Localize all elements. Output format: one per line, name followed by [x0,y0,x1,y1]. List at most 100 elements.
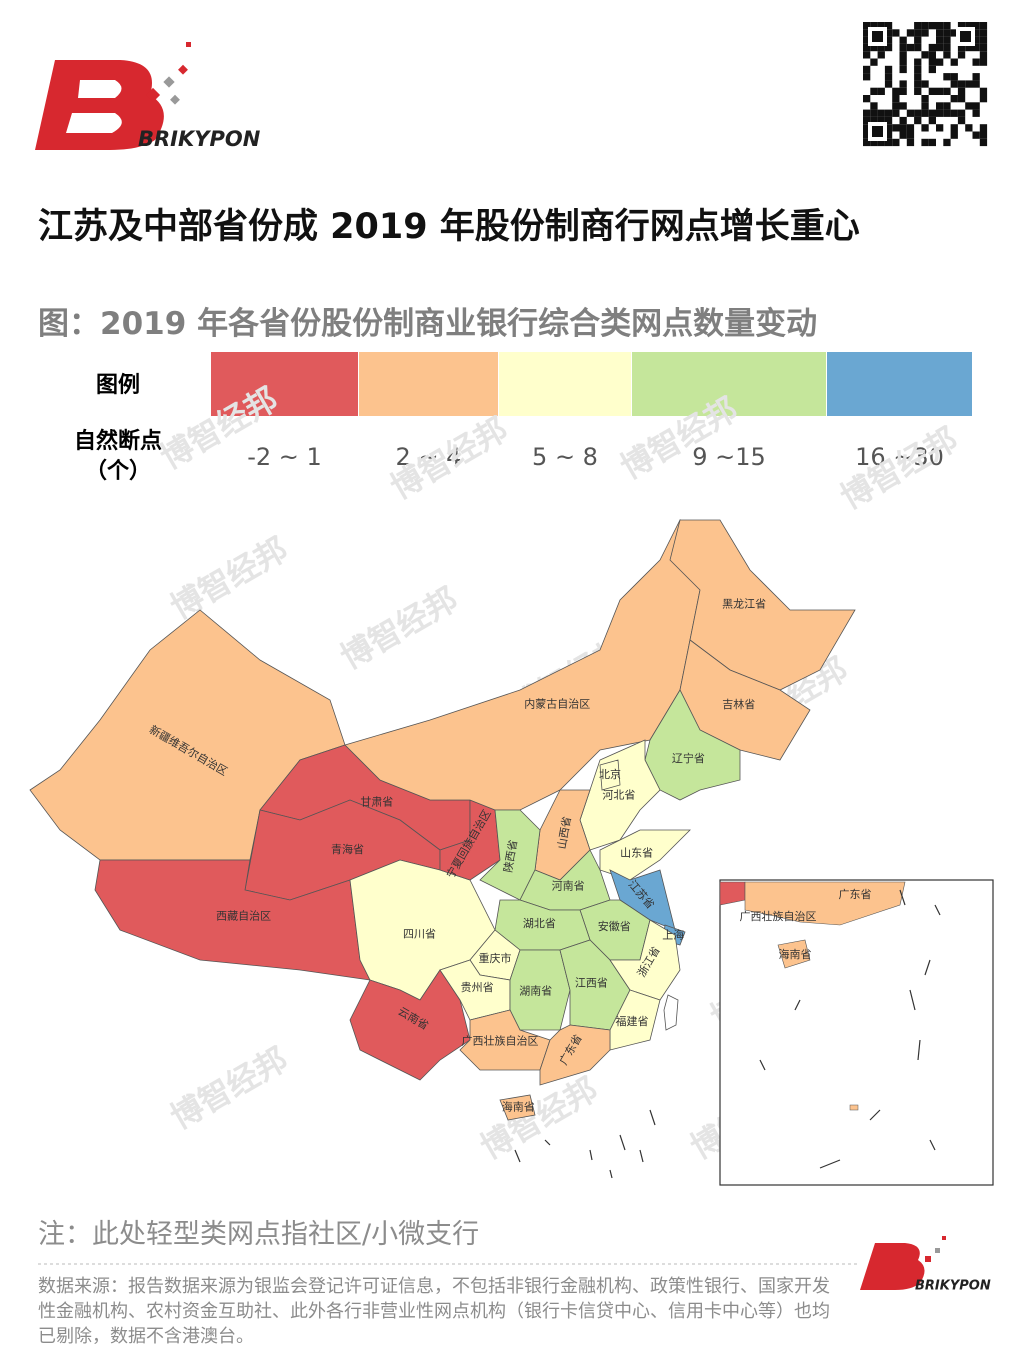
qr-cell [950,29,958,37]
watermark: 博智经邦 [334,580,464,677]
qr-cell [950,109,958,117]
qr-cell [863,36,871,44]
qr-cell [877,138,885,147]
qr-cell [863,73,871,81]
region-label: 广西壮族自治区 [462,1033,539,1047]
qr-cell [892,109,900,117]
taiwan [663,994,679,1031]
qr-cell [943,22,951,30]
qr-cell [936,29,944,37]
region-label: 河北省 [602,789,635,802]
qr-cell [943,87,951,95]
legend-label: 9 ~15 [692,443,766,471]
qr-cell [957,87,966,95]
qr-cell [928,87,936,95]
qr-cell [906,109,915,117]
qr-cell [884,116,893,125]
qr-cell [972,73,980,81]
legend-swatch [499,352,631,416]
region-label: 吉林省 [722,697,755,711]
qr-cell [914,65,922,74]
qr-cell [921,29,929,37]
qr-cell [906,131,915,139]
legend-label: -2 ~ 1 [247,443,322,471]
qr-cell [921,80,929,88]
qr-cell [921,138,929,147]
legend-swatch [211,352,358,416]
legend: -2 ~ 1 2 ~ 4 5 ~ 8 9 ~15 16 ~30 [211,352,972,471]
qr-cell [936,22,944,30]
qr-cell [877,109,885,117]
qr-cell [921,95,929,103]
qr-cell [863,124,871,132]
qr-cell [979,131,988,139]
qr-cell [972,109,980,117]
islands [514,1109,656,1179]
region-label: 黑龙江省 [722,598,766,611]
qr-cell [979,58,988,66]
qr-cell [877,116,885,125]
qr-cell [972,29,980,37]
figure-title: 图：2019 年各省份股份制商业银行综合类网点数量变动 [38,306,818,342]
region [609,919,681,1001]
qr-cell [870,138,878,147]
qr-cell [936,87,944,95]
region-label: 河南省 [552,879,585,892]
qr-cell [884,65,893,74]
legend-swatch [827,352,972,416]
source: 数据来源：报告数据来源为银监会登记许可证信息，不包括非银行金融机构、政策性银行、… [38,1276,830,1347]
qr-cell [921,22,929,30]
qr-cell [884,80,893,88]
qr-cell [965,22,973,30]
qr-cell [943,102,951,110]
qr-cell [943,29,951,37]
qr-cell [950,58,958,66]
qr-cell [979,29,988,37]
qr-cell [884,43,893,52]
region-label: 北京 [599,767,621,781]
region-label: 重庆市 [479,951,512,965]
qr-cell [914,43,922,52]
qr-cell [950,95,958,103]
watermark: 博智经邦 [474,1070,604,1167]
region-label: 辽宁省 [672,751,705,765]
region-label: 上海 [662,928,684,942]
qr-cell [936,36,944,44]
qr-cell [936,58,944,66]
qr-cell [943,51,951,59]
qr-cell [957,95,966,103]
region-label: 甘肃省 [360,795,393,808]
region-label: 海南省 [502,1100,535,1114]
region [499,1094,536,1121]
qr-cell [899,116,907,125]
qr-cell [884,73,893,81]
footer-logo: BRIKYPON [38,1236,991,1294]
qr-cell [899,36,907,44]
qr-cell [899,51,907,59]
qr-cell [928,109,936,117]
qr-cell [950,73,958,81]
qr-cell [914,116,922,125]
region-label: 湖北省 [523,917,556,930]
qr-cell [957,43,966,52]
qr-cell [877,22,885,30]
qr-cell [892,87,900,95]
qr-cell [928,22,936,30]
qr-cell [965,124,973,132]
qr-cell [936,124,944,132]
qr-cell [965,80,973,88]
qr-cell [972,22,980,30]
qr-cell [914,109,922,117]
qr-cell [899,102,907,110]
qr-cell [863,29,871,37]
qr-cell [870,109,878,117]
region-label: 陕西省 [501,839,521,874]
region-label: 青海省 [331,842,364,856]
qr-cell [906,29,915,37]
qr-finder [960,31,971,42]
qr-cell [928,65,936,74]
qr-cell [884,22,893,30]
qr-cell [965,43,973,52]
qr-cell [979,51,988,59]
qr-cell [950,131,958,139]
